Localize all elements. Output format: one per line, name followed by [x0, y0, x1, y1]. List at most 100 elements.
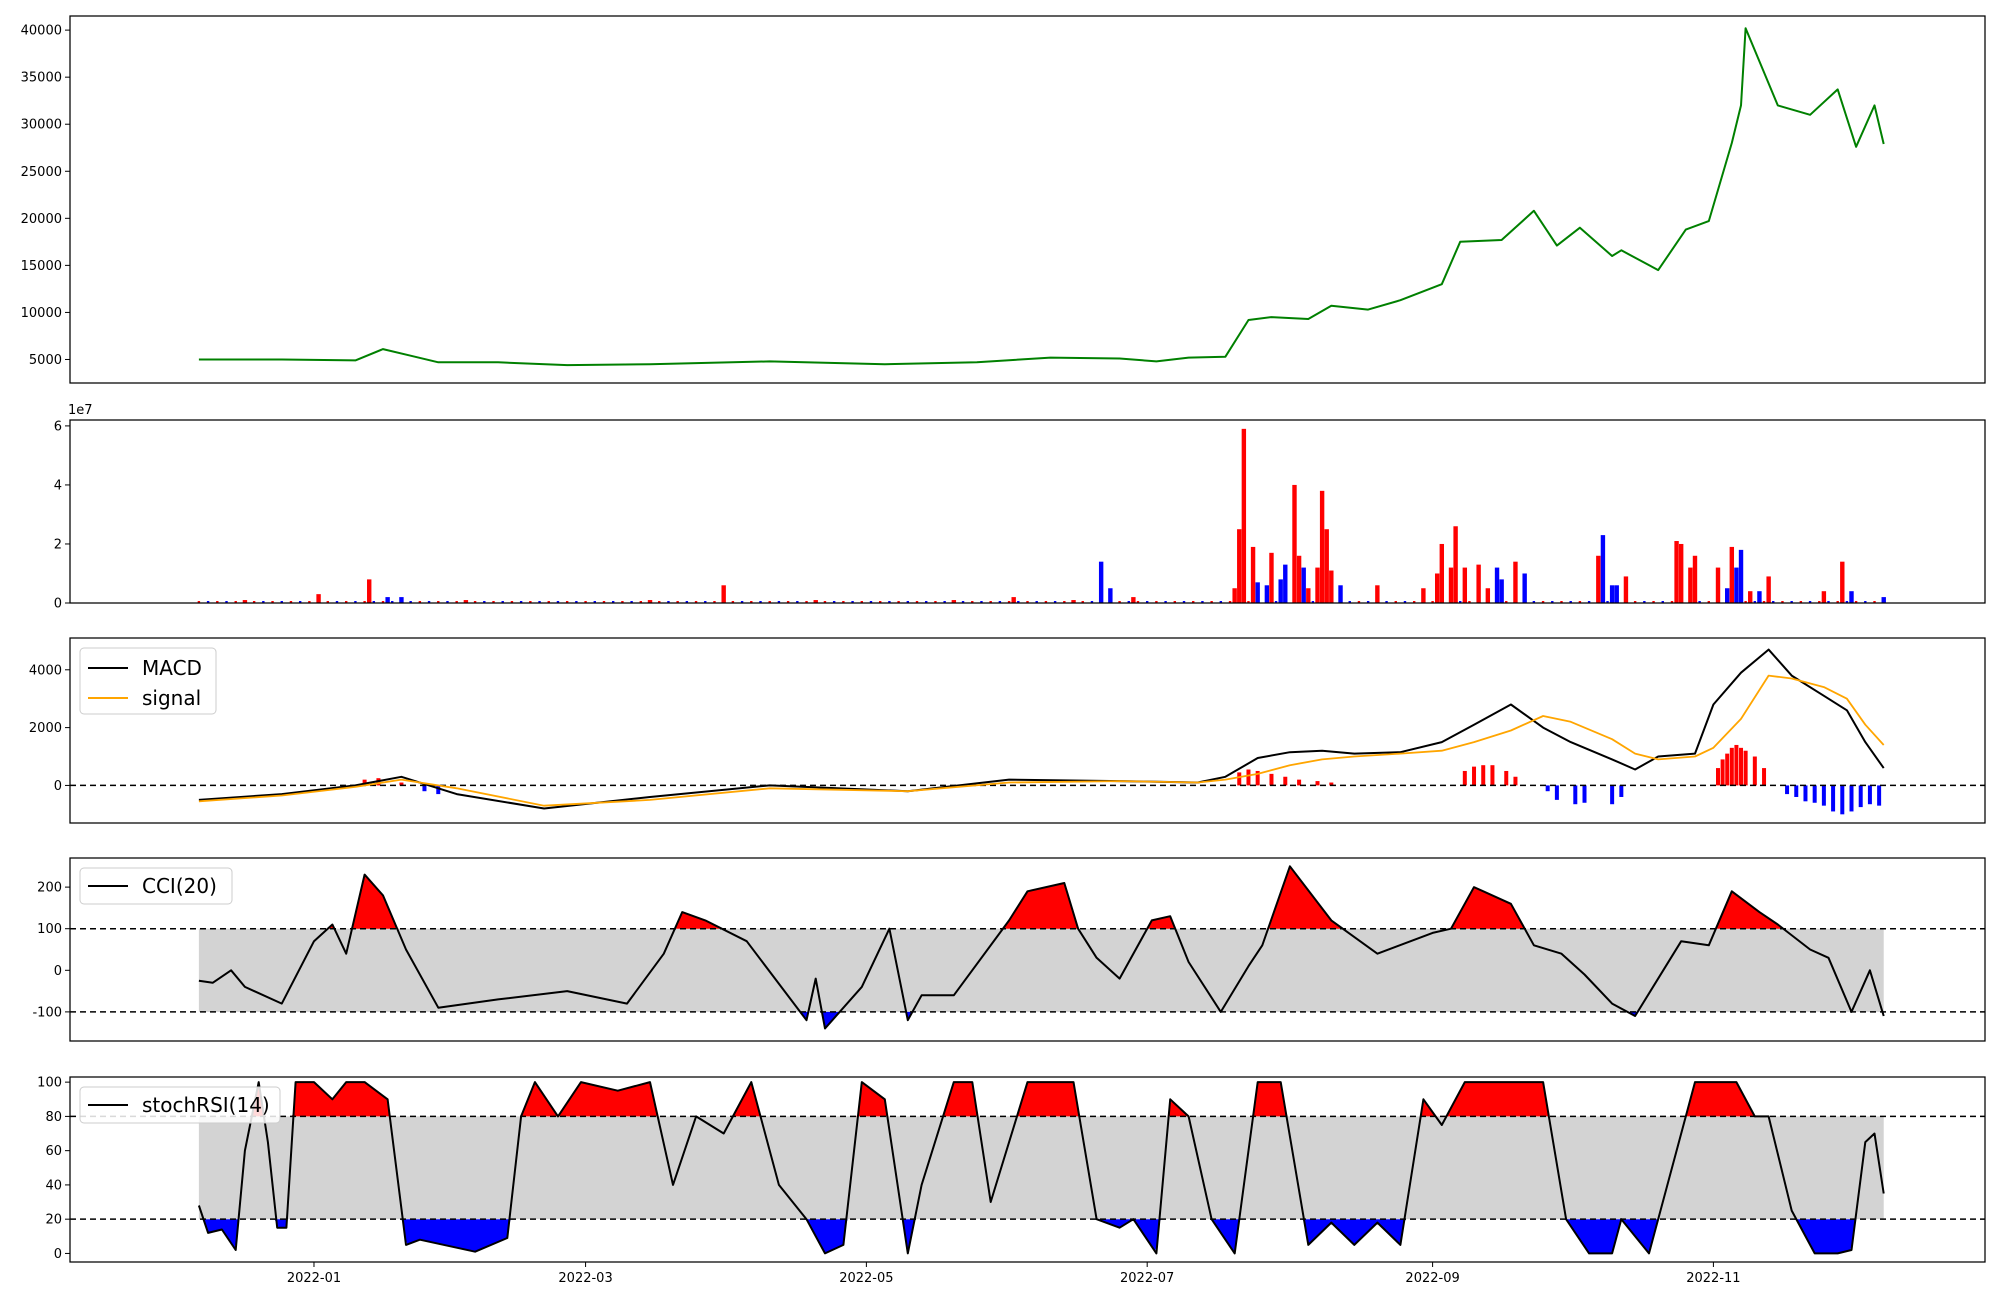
volume-bar-minor	[906, 601, 910, 603]
volume-bar-minor	[602, 601, 606, 603]
y-tick-label: 30000	[21, 118, 62, 133]
volume-bar-minor	[1652, 601, 1655, 603]
volume-bar	[1250, 546, 1256, 603]
volume-bar-minor	[345, 601, 348, 603]
volume-bar-minor	[1670, 601, 1674, 603]
y-tick-label: 10000	[21, 306, 62, 321]
volume-bar	[1338, 585, 1343, 603]
volume-bar	[1301, 567, 1306, 603]
volume-bar-minor	[1799, 601, 1803, 603]
volume-bar-minor	[1808, 601, 1812, 603]
shared-x-axis: 2022-01 2022-03 2022-05 2022-07 2022-09 2022-…	[287, 1262, 1741, 1286]
macd-histogram-bar	[1297, 779, 1302, 786]
macd-histogram-bar	[1619, 785, 1624, 797]
volume-bar-minor	[252, 601, 256, 603]
volume-bar-minor	[1459, 601, 1462, 603]
volume-bar-minor	[1845, 601, 1849, 603]
volume-bar	[1108, 588, 1113, 603]
volume-bar	[1439, 543, 1445, 603]
y-tick-label: 5000	[29, 353, 62, 368]
volume-bar-minor	[308, 601, 311, 603]
y-tick-label: 2000	[29, 721, 62, 736]
volume-bar	[1319, 490, 1325, 603]
volume-bar-minor	[639, 601, 643, 603]
volume-bar-minor	[1192, 601, 1195, 603]
y-tick-label: 60	[45, 1144, 62, 1159]
volume-bar-minor	[1753, 601, 1757, 603]
volume-bar-minor	[888, 601, 891, 603]
volume-bar	[1264, 585, 1270, 603]
macd-histogram-bar	[1720, 759, 1725, 786]
macd-histogram-bar	[1785, 785, 1790, 795]
volume-bar	[1421, 588, 1426, 603]
cci-overbought-fill	[198, 866, 1884, 929]
y-tick-label: 0	[54, 1247, 62, 1262]
macd-histogram-bar	[1554, 785, 1559, 800]
macd-histogram-bar	[1849, 785, 1854, 812]
volume-bar-minor	[206, 601, 210, 603]
volume-bar	[399, 597, 404, 603]
volume-bar-minor	[989, 601, 992, 603]
volume-bar-minor	[934, 601, 937, 603]
volume-bar-minor	[391, 601, 394, 603]
volume-bar-minor	[961, 601, 965, 603]
volume-bar-minor	[326, 601, 329, 603]
volume-bar-minor	[1781, 601, 1784, 603]
y-tick-label: 0	[54, 597, 62, 612]
macd-histogram-bar	[1716, 768, 1721, 786]
volume-bar	[1315, 567, 1320, 603]
volume-bar-minor	[676, 601, 679, 603]
volume-bar-minor	[1403, 601, 1407, 603]
volume-bar	[1766, 576, 1771, 603]
macd-histogram-bar	[1762, 768, 1767, 786]
macd-histogram-bar	[1573, 785, 1578, 805]
volume-bar	[1462, 567, 1468, 603]
volume-bar	[1476, 564, 1481, 603]
macd-histogram-bar	[1329, 782, 1334, 786]
y-tick-label: 40000	[21, 24, 62, 39]
volume-bar-minor	[1182, 601, 1186, 603]
volume-bar-minor	[1744, 601, 1747, 603]
macd-histogram-bar	[1315, 781, 1320, 786]
volume-bar-minor	[418, 601, 422, 603]
macd-histogram-bar	[1821, 785, 1826, 806]
volume-bar-minor	[455, 601, 458, 603]
volume-bar	[1375, 585, 1380, 603]
volume-bar-minor	[1643, 601, 1646, 603]
volume-bar-minor	[980, 601, 983, 603]
volume-bar	[1692, 555, 1698, 603]
volume-bar-minor	[538, 601, 541, 603]
volume-bar	[1725, 588, 1730, 603]
volume-bar-minor	[869, 601, 873, 603]
legend-label: stochRSI(14)	[142, 1093, 270, 1117]
volume-bar-minor	[860, 601, 863, 603]
volume-bar-minor	[1173, 601, 1177, 603]
volume-bar	[1448, 567, 1454, 603]
volume-bar-minor	[1274, 601, 1278, 603]
stochrsi-overbought-fill	[198, 1082, 1884, 1117]
volume-bar-minor	[519, 601, 523, 603]
volume-bar-minor	[437, 601, 440, 603]
volume-bar	[1748, 591, 1753, 603]
volume-bar-minor	[1836, 601, 1839, 603]
y-tick-label: 6	[54, 419, 62, 434]
volume-bar-minor	[1026, 601, 1029, 603]
volume-bar-minor	[1560, 601, 1563, 603]
volume-bar-minor	[1541, 601, 1545, 603]
volume-bar-minor	[1606, 601, 1609, 603]
volume-bar-minor	[1864, 601, 1867, 603]
volume-panel: 0 2 4 6 1e7	[54, 403, 1986, 612]
macd-histogram-bar	[1752, 756, 1757, 786]
volume-bar-minor	[565, 601, 569, 603]
volume-bar	[1011, 597, 1016, 603]
volume-bar-minor	[943, 601, 946, 603]
volume-bar-minor	[1145, 601, 1149, 603]
stochrsi-frame	[69, 1076, 1986, 1263]
volume-bar	[1434, 573, 1440, 603]
volume-bar-minor	[556, 601, 560, 603]
macd-histogram-bar	[422, 785, 427, 792]
volume-bar	[1237, 529, 1242, 603]
volume-bar	[1232, 588, 1237, 603]
volume-bar	[1269, 552, 1274, 603]
y-tick-label: 4000	[29, 663, 62, 678]
